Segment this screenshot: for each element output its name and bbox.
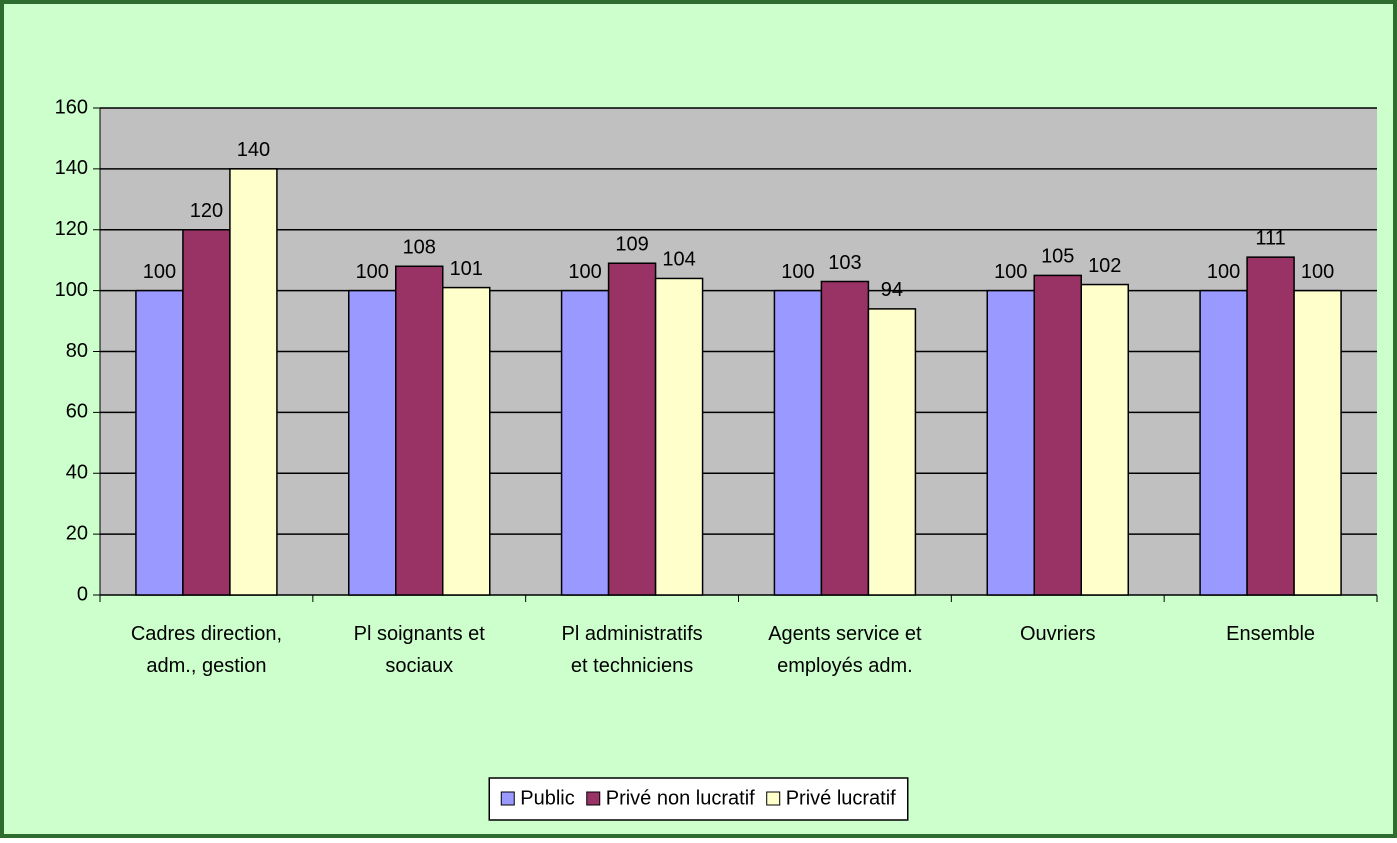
value-label: 100: [568, 261, 601, 283]
legend-label: Privé lucratif: [786, 787, 896, 809]
value-label: 100: [781, 261, 814, 283]
legend-box: [488, 777, 909, 821]
value-label: 111: [1255, 227, 1285, 249]
bar: [867, 308, 917, 596]
x-tick-label-line: Pl administratifs: [562, 623, 703, 645]
x-tick-label-line: Ouvriers: [1020, 623, 1096, 645]
value-label: 104: [662, 249, 695, 271]
y-tick-label: 60: [66, 401, 88, 423]
x-tick-label-line: et techniciens: [571, 655, 693, 677]
bar: [395, 265, 444, 596]
legend-swatch: [500, 791, 515, 806]
x-tick-label-line: sociaux: [385, 655, 453, 677]
bar: [1293, 289, 1342, 596]
value-label: 105: [1041, 246, 1074, 268]
x-tick-label-line: Cadres direction,: [131, 623, 282, 645]
bar: [773, 289, 823, 596]
bar: [820, 280, 870, 596]
value-label: 100: [994, 261, 1027, 283]
value-label: 108: [403, 237, 436, 259]
x-tick-label: Agents service et employés adm.: [768, 623, 922, 677]
legend-label: Privé non lucratif: [606, 787, 755, 809]
bar: [607, 262, 657, 596]
x-tick-label: Pl administratifs et techniciens: [562, 623, 703, 677]
y-tick-label: 140: [55, 157, 88, 179]
x-tick-label-line: Pl soignants et: [354, 623, 486, 645]
x-tick-label-line: adm., gestion: [146, 655, 266, 677]
bar: [560, 289, 610, 596]
x-tick-label-line: Agents service et: [768, 623, 922, 645]
value-label: 109: [615, 234, 648, 256]
bar: [1033, 274, 1082, 596]
value-label: 100: [143, 261, 176, 283]
bar: [442, 286, 491, 596]
y-tick-label: 80: [66, 340, 88, 362]
y-tick-label: 100: [55, 279, 88, 301]
bar: [229, 168, 278, 596]
legend: Public Privé non lucratif Privé lucratif: [488, 777, 909, 821]
value-label: 120: [190, 200, 223, 222]
legend-swatch: [586, 791, 601, 806]
bar: [182, 229, 231, 596]
x-tick-label: Ouvriers: [1020, 623, 1096, 645]
y-tick-label: 120: [55, 218, 88, 240]
x-tick-label: Pl soignants et sociaux: [354, 623, 486, 677]
x-tick-label: Cadres direction, adm., gestion: [131, 623, 282, 677]
value-label: 140: [237, 139, 270, 161]
value-label: 102: [1088, 255, 1121, 277]
bar: [348, 289, 397, 596]
bar: [1199, 289, 1248, 596]
y-tick-label: 160: [55, 96, 88, 118]
value-label: 103: [828, 252, 861, 274]
value-label: 100: [1301, 261, 1334, 283]
value-label: 100: [1207, 261, 1240, 283]
value-label: 101: [450, 258, 483, 280]
x-tick-label-line: Ensemble: [1226, 623, 1315, 645]
bar: [986, 289, 1035, 596]
y-tick-label: 40: [66, 462, 88, 484]
value-label: 100: [356, 261, 389, 283]
legend-label: Public: [520, 787, 574, 809]
y-tick-label: 0: [77, 583, 88, 605]
y-tick-label: 20: [66, 522, 88, 544]
value-label: 94: [881, 279, 903, 301]
x-tick-label: Ensemble: [1226, 623, 1315, 645]
bar: [654, 277, 704, 596]
legend-swatch: [766, 791, 781, 806]
bar: [135, 289, 184, 596]
x-tick-label-line: employés adm.: [777, 655, 913, 677]
bar: [1246, 256, 1295, 596]
bar: [1080, 283, 1129, 596]
